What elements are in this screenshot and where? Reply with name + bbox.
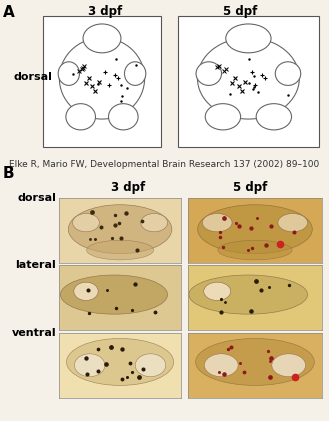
Text: 5 dpf: 5 dpf (223, 5, 257, 18)
Ellipse shape (74, 354, 105, 377)
Ellipse shape (68, 205, 172, 254)
Text: 3 dpf: 3 dpf (88, 5, 122, 18)
Text: 3 dpf: 3 dpf (111, 181, 145, 194)
Text: 5 dpf: 5 dpf (233, 181, 267, 194)
Ellipse shape (66, 338, 174, 386)
Ellipse shape (202, 213, 232, 232)
Text: B: B (3, 166, 14, 181)
FancyBboxPatch shape (43, 16, 161, 147)
Ellipse shape (87, 240, 154, 260)
Text: dorsal: dorsal (17, 193, 56, 203)
Ellipse shape (74, 282, 98, 301)
Ellipse shape (189, 275, 308, 314)
Ellipse shape (256, 104, 291, 130)
FancyBboxPatch shape (178, 16, 319, 147)
Ellipse shape (226, 24, 271, 53)
Ellipse shape (109, 104, 138, 130)
Text: ventral: ventral (12, 328, 56, 338)
Ellipse shape (205, 104, 240, 130)
Text: Elke R, Mario FW, Developmental Brain Research 137 (2002) 89–100: Elke R, Mario FW, Developmental Brain Re… (9, 160, 320, 169)
Ellipse shape (218, 240, 292, 260)
Ellipse shape (197, 38, 299, 119)
Ellipse shape (124, 62, 146, 85)
Ellipse shape (196, 338, 314, 386)
Text: A: A (3, 5, 15, 20)
Ellipse shape (59, 38, 145, 119)
Ellipse shape (198, 205, 312, 254)
Ellipse shape (204, 354, 238, 377)
Ellipse shape (275, 62, 301, 85)
Ellipse shape (61, 275, 167, 314)
Text: lateral: lateral (15, 260, 56, 270)
Ellipse shape (204, 282, 231, 301)
Ellipse shape (83, 24, 121, 53)
Ellipse shape (73, 213, 99, 232)
Ellipse shape (58, 62, 80, 85)
Text: dorsal: dorsal (13, 72, 52, 82)
Ellipse shape (196, 62, 221, 85)
Ellipse shape (272, 354, 306, 377)
Ellipse shape (278, 213, 308, 232)
Ellipse shape (141, 213, 167, 232)
Ellipse shape (135, 354, 166, 377)
Ellipse shape (66, 104, 95, 130)
